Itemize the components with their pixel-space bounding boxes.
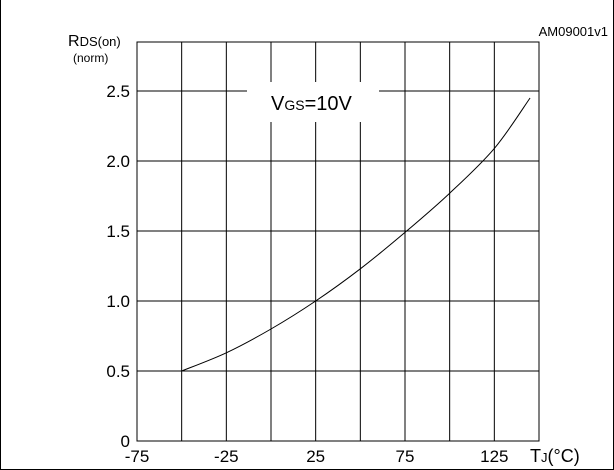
x-tick-label: -25	[214, 447, 239, 466]
y-tick-label: 1.5	[106, 222, 130, 241]
x-tick-label: 125	[480, 447, 508, 466]
y-tick-label: 0	[121, 432, 130, 451]
tick-labels: -75 -25 25 75 125 0 0.5 1.0 1.5 2.0 2.5	[106, 82, 508, 466]
y-tick-label: 2.5	[106, 82, 130, 101]
y-axis-label: RDS(on)	[68, 33, 121, 50]
x-tick-label: 75	[396, 447, 415, 466]
annotation-label: VGS=10V	[271, 93, 353, 115]
x-axis-label: TJ(°C)	[530, 446, 580, 466]
y-tick-label: 1.0	[106, 292, 130, 311]
annotation-background	[247, 82, 379, 122]
y-tick-label: 2.0	[106, 152, 130, 171]
plot-area	[136, 41, 540, 442]
series-line	[181, 97, 531, 372]
x-tick-label: -75	[125, 447, 150, 466]
figure-code: AM09001v1	[539, 24, 608, 39]
x-tick-label: 25	[306, 447, 325, 466]
y-axis-unit: (norm)	[73, 51, 108, 65]
y-tick-label: 0.5	[106, 362, 130, 381]
